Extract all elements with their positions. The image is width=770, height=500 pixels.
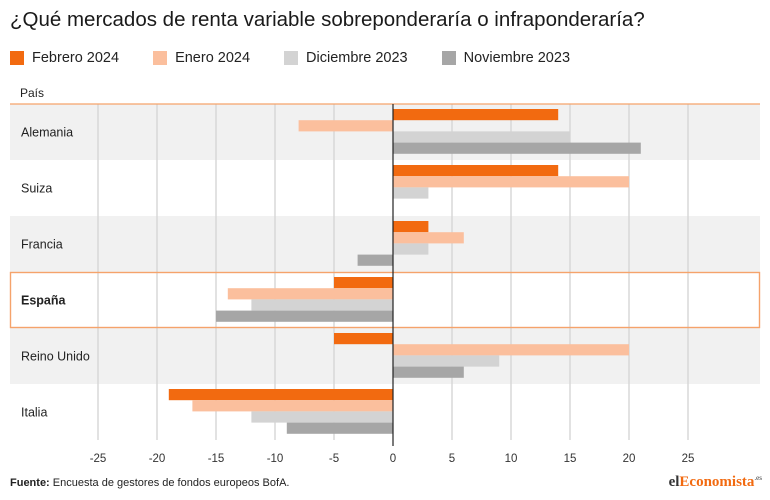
bar-suiza-0 bbox=[393, 165, 559, 177]
x-tick-label: -10 bbox=[267, 453, 284, 465]
bar-reino-unido-1 bbox=[393, 344, 629, 356]
x-tick-label: -20 bbox=[149, 453, 166, 465]
x-tick-label: -5 bbox=[329, 453, 339, 465]
bar-italia-2 bbox=[251, 411, 393, 423]
legend-swatch bbox=[284, 51, 299, 65]
legend-swatch bbox=[10, 51, 24, 65]
bar-españa-0 bbox=[334, 277, 393, 289]
bar-italia-1 bbox=[192, 400, 393, 412]
bar-francia-1 bbox=[393, 232, 464, 244]
bar-españa-2 bbox=[251, 299, 393, 311]
bar-reino-unido-3 bbox=[393, 366, 464, 378]
bar-italia-0 bbox=[168, 389, 393, 401]
x-tick-label: 15 bbox=[564, 453, 577, 465]
category-label: Italia bbox=[21, 406, 47, 420]
x-tick-label: 10 bbox=[505, 453, 518, 465]
brand-logo: elEconomista.es bbox=[669, 474, 762, 491]
bar-españa-1 bbox=[227, 288, 393, 300]
legend-swatch bbox=[153, 51, 168, 65]
bar-italia-3 bbox=[286, 422, 393, 434]
category-label: Reino Unido bbox=[21, 350, 90, 364]
legend-label: Noviembre 2023 bbox=[463, 50, 571, 66]
row-band bbox=[10, 104, 760, 160]
x-tick-label: 5 bbox=[449, 453, 455, 465]
bar-reino-unido-0 bbox=[334, 333, 393, 345]
bar-suiza-2 bbox=[393, 187, 429, 199]
legend-label: Enero 2024 bbox=[175, 50, 251, 66]
legend-label: Febrero 2024 bbox=[32, 50, 120, 66]
legend-item-diciembre-2023: Diciembre 2023 bbox=[284, 50, 408, 66]
bar-reino-unido-2 bbox=[393, 355, 500, 367]
category-label: Alemania bbox=[21, 126, 73, 140]
brand-part2: Economista bbox=[679, 474, 755, 490]
source-text: Encuesta de gestores de fondos europeos … bbox=[52, 477, 290, 489]
x-tick-label: -15 bbox=[208, 453, 225, 465]
source-label: Fuente: bbox=[10, 477, 50, 489]
x-tick-label: 0 bbox=[390, 453, 396, 465]
legend-label: Diciembre 2023 bbox=[306, 50, 408, 66]
brand-part1: el bbox=[668, 474, 680, 490]
category-label: Francia bbox=[21, 238, 63, 252]
source-note: Fuente: Encuesta de gestores de fondos e… bbox=[10, 477, 289, 489]
bar-suiza-1 bbox=[393, 176, 629, 188]
bar-alemania-2 bbox=[393, 131, 570, 143]
bar-alemania-0 bbox=[393, 109, 559, 121]
legend: Febrero 2024 Enero 2024 Diciembre 2023 N… bbox=[10, 50, 604, 66]
category-label: Suiza bbox=[21, 182, 52, 196]
bar-alemania-3 bbox=[393, 142, 641, 154]
bar-españa-3 bbox=[216, 310, 393, 322]
legend-item-enero-2024: Enero 2024 bbox=[153, 50, 250, 66]
x-tick-label: 20 bbox=[623, 453, 636, 465]
bar-alemania-1 bbox=[298, 120, 393, 132]
category-label: España bbox=[21, 294, 67, 308]
x-tick-label: 25 bbox=[682, 453, 695, 465]
x-tick-label: -25 bbox=[90, 453, 107, 465]
bar-francia-0 bbox=[393, 221, 429, 233]
category-header: País bbox=[20, 86, 44, 100]
chart-title: ¿Qué mercados de renta variable sobrepon… bbox=[10, 8, 645, 31]
legend-swatch bbox=[441, 51, 456, 65]
highlight-box bbox=[9, 271, 761, 329]
bar-francia-3 bbox=[357, 254, 393, 266]
legend-item-noviembre-2023: Noviembre 2023 bbox=[441, 50, 571, 66]
bar-francia-2 bbox=[393, 243, 429, 255]
brand-suffix: .es bbox=[754, 474, 762, 482]
legend-item-febrero-2024: Febrero 2024 bbox=[10, 50, 119, 66]
